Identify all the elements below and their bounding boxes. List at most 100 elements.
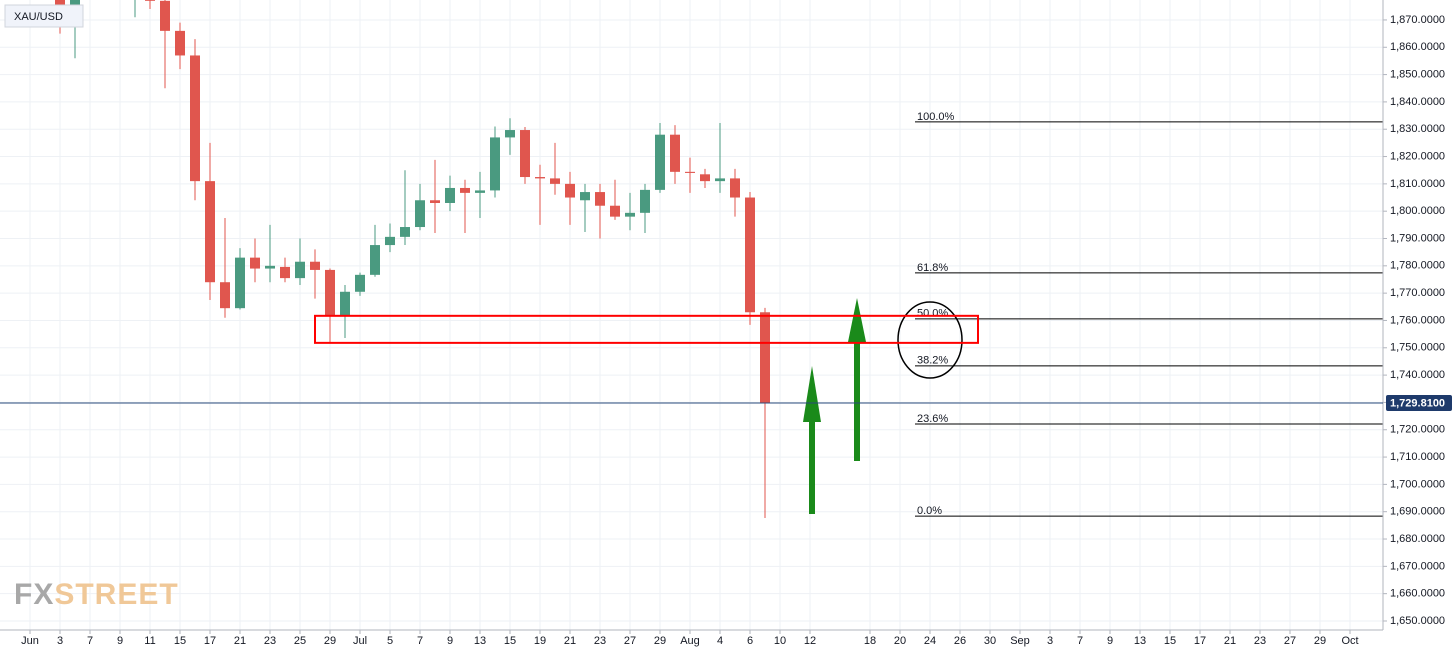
candle-body — [655, 134, 665, 190]
candle-body — [295, 261, 305, 279]
x-tick-label: 29 — [654, 635, 666, 647]
candle-body — [715, 178, 725, 182]
candle-body — [145, 0, 155, 1]
symbol-box — [4, 4, 84, 28]
candle-body — [730, 178, 740, 198]
x-tick-label: Jul — [353, 635, 367, 647]
x-tick-label: 23 — [264, 635, 276, 647]
y-tick-label: 1,840.0000 — [1390, 96, 1445, 108]
x-tick-label: 11 — [144, 635, 155, 647]
y-tick-label: 1,780.0000 — [1390, 260, 1445, 272]
y-tick-label: 1,830.0000 — [1390, 123, 1445, 135]
x-tick-label: 20 — [894, 635, 906, 647]
x-tick-label: 30 — [984, 635, 996, 647]
x-tick-label: Jun — [21, 635, 39, 647]
x-tick-label: 15 — [174, 635, 186, 647]
x-tick-label: Oct — [1341, 635, 1358, 647]
candle-body — [325, 269, 335, 315]
x-tick-label: 23 — [1254, 635, 1266, 647]
candle-body — [235, 257, 245, 309]
fib-label: 50.0% — [917, 308, 948, 320]
x-tick-label: 21 — [1224, 635, 1236, 647]
last-price-label: 1,729.8100 — [1390, 397, 1445, 409]
x-tick-label: 17 — [204, 635, 216, 647]
watermark-part: STREET — [54, 578, 178, 611]
x-tick-label: 7 — [1077, 635, 1083, 647]
y-tick-label: 1,660.0000 — [1390, 588, 1445, 600]
x-tick-label: 13 — [1134, 635, 1146, 647]
x-tick-label: 9 — [447, 635, 453, 647]
candle-body — [340, 291, 350, 315]
x-tick-label: 26 — [954, 635, 966, 647]
candle-body — [490, 137, 500, 191]
candle-body — [385, 236, 395, 246]
candle-body — [475, 190, 485, 193]
candle-body — [625, 212, 635, 217]
candle-body — [400, 227, 410, 237]
y-tick-label: 1,740.0000 — [1390, 369, 1445, 381]
x-tick-label: Aug — [680, 635, 700, 647]
watermark: FXSTREET — [14, 578, 179, 611]
x-tick-label: 27 — [624, 635, 636, 647]
fib-label: 38.2% — [917, 355, 948, 367]
x-tick-label: 15 — [1164, 635, 1176, 647]
y-tick-label: 1,720.0000 — [1390, 424, 1445, 436]
candle-body — [415, 200, 425, 228]
y-tick-label: 1,680.0000 — [1390, 533, 1445, 545]
y-tick-label: 1,820.0000 — [1390, 150, 1445, 162]
plot-area — [55, 0, 1383, 518]
x-tick-label: 7 — [87, 635, 93, 647]
x-tick-label: 25 — [294, 635, 306, 647]
candle-body — [565, 183, 575, 198]
x-tick-label: 27 — [1284, 635, 1296, 647]
x-tick-label: 5 — [387, 635, 393, 647]
y-tick-label: 1,770.0000 — [1390, 287, 1445, 299]
arrow — [848, 298, 866, 461]
symbol-label: XAU/USD — [14, 11, 63, 23]
x-tick-label: 24 — [924, 635, 936, 647]
candle-body — [745, 197, 755, 313]
candle-body — [280, 266, 290, 279]
candle-body — [670, 134, 680, 172]
grid — [0, 0, 1383, 630]
candle-body — [640, 189, 650, 213]
candle-body — [430, 200, 440, 203]
candle-body — [505, 130, 515, 138]
x-tick-label: 4 — [717, 635, 723, 647]
y-tick-label: 1,690.0000 — [1390, 506, 1445, 518]
support-zone — [314, 314, 979, 344]
x-tick-label: 13 — [474, 635, 486, 647]
y-tick-label: 1,850.0000 — [1390, 68, 1445, 80]
y-tick-label: 1,700.0000 — [1390, 478, 1445, 490]
candle-body — [595, 192, 605, 206]
y-tick-label: 1,790.0000 — [1390, 232, 1445, 244]
y-tick-label: 1,710.0000 — [1390, 451, 1445, 463]
candle-body — [550, 178, 560, 184]
x-tick-label: 3 — [1047, 635, 1053, 647]
highlight-circle — [897, 301, 963, 379]
x-tick-label: 3 — [57, 635, 63, 647]
candle-body — [535, 177, 545, 179]
candle-body — [205, 181, 215, 283]
x-tick-label: 7 — [417, 635, 423, 647]
x-tick-label: 18 — [864, 635, 876, 647]
y-tick-label: 1,800.0000 — [1390, 205, 1445, 217]
fib-label: 61.8% — [917, 262, 948, 274]
fib-label: 23.6% — [917, 413, 948, 425]
x-tick-label: 9 — [1107, 635, 1113, 647]
x-tick-label: 9 — [117, 635, 123, 647]
y-tick-label: 1,860.0000 — [1390, 41, 1445, 53]
candle-body — [250, 257, 260, 269]
x-tick-label: 12 — [804, 635, 816, 647]
x-tick-label: 19 — [534, 635, 546, 647]
y-tick-label: 1,760.0000 — [1390, 314, 1445, 326]
x-tick-label: 29 — [324, 635, 336, 647]
y-tick-label: 1,810.0000 — [1390, 178, 1445, 190]
x-tick-label: 21 — [564, 635, 576, 647]
arrow — [803, 366, 821, 514]
candle-body — [370, 245, 380, 275]
fib-label: 0.0% — [917, 505, 942, 517]
candle-body — [160, 0, 170, 31]
candle-body — [310, 261, 320, 270]
